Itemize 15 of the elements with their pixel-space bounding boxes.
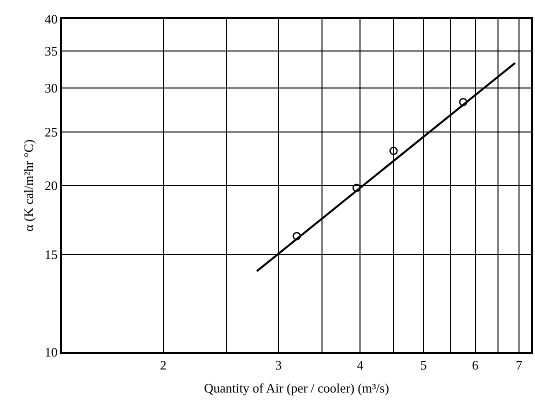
x-tick-label: 7 (516, 357, 523, 372)
y-tick-label: 15 (44, 247, 58, 262)
y-tick-label: 30 (44, 80, 58, 96)
y-tick-label: 40 (44, 12, 58, 27)
x-tick-label: 5 (420, 357, 427, 372)
y-tick-label: 20 (44, 178, 58, 194)
x-tick-label: 6 (472, 357, 480, 372)
x-tick-label: 3 (275, 357, 282, 372)
y-axis-title: α (K cal/m²hr °C) (21, 139, 36, 232)
x-axis-title: Quantity of Air (per / cooler) (m³/s) (204, 380, 390, 396)
x-tick-label: 2 (160, 357, 167, 372)
x-tick-label: 4 (356, 357, 364, 372)
y-tick-label: 10 (44, 344, 58, 360)
y-tick-label: 25 (44, 124, 58, 140)
y-tick-label: 35 (44, 44, 58, 59)
